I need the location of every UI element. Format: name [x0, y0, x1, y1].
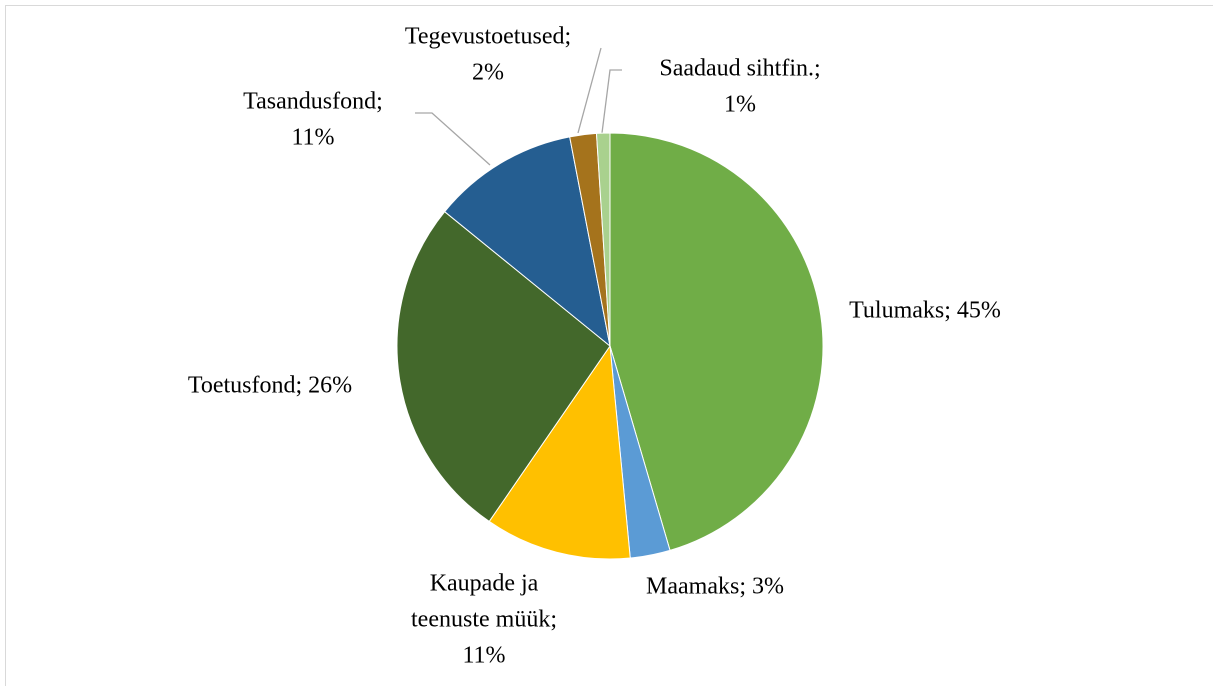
pie-slice	[488, 344, 631, 560]
leader-line	[601, 69, 622, 134]
leader-line	[577, 47, 602, 134]
data-label: Maamaks; 3%	[646, 574, 784, 600]
data-label: teenuste müük;	[411, 607, 557, 633]
data-label: Toetusfond; 26%	[188, 373, 352, 399]
data-label: 1%	[724, 92, 756, 118]
data-label: Tulumaks; 45%	[849, 298, 1001, 324]
data-label: Tegevustoetused;	[405, 24, 571, 50]
data-label: Saadaud sihtfin.;	[659, 56, 820, 82]
data-label: 2%	[472, 60, 504, 86]
pie-slice	[595, 132, 611, 347]
data-label: 11%	[462, 643, 505, 669]
data-label: Kaupade ja	[430, 571, 539, 597]
leader-line	[415, 112, 491, 166]
pie-slice	[396, 210, 611, 523]
data-label: Tasandusfond;	[243, 89, 383, 115]
pie-slice	[609, 132, 824, 551]
data-label: 11%	[291, 125, 334, 151]
pie-slice	[443, 136, 611, 348]
